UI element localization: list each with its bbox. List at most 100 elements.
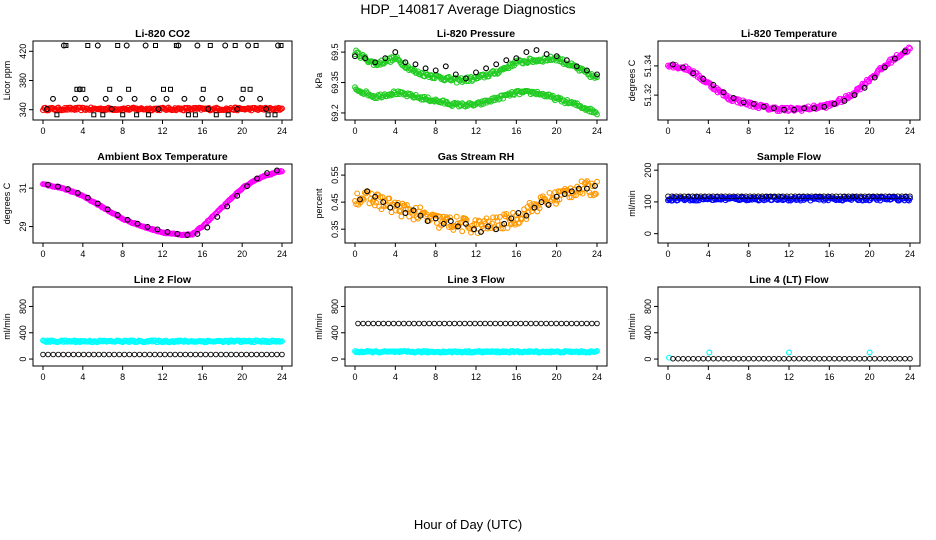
data-point [274,167,280,174]
data-point [553,193,560,200]
chart-panel-4: Ambient Box Temperature 0 4 8 12 16 20 24 29 31 de… [2,151,293,259]
x-tick-label: 20 [552,249,562,259]
data-point [218,351,224,358]
x-tick-label: 8 [120,126,125,136]
data-point [394,201,401,208]
data-point [681,193,688,199]
data-point [775,193,782,199]
data-point [756,355,762,362]
data-point [120,112,126,118]
data-point [442,63,449,70]
data-point [811,105,818,112]
x-tick-label: 12 [784,372,794,382]
data-point [690,70,697,77]
data-point [759,193,766,199]
data-point [136,351,143,358]
x-tick-label: 4 [706,126,711,136]
plot-area [666,349,913,362]
data-point [279,105,285,112]
x-tick-label: 20 [865,372,875,382]
data-point [584,320,590,327]
data-point [670,61,676,68]
data-point [680,355,686,362]
data-point [811,355,817,362]
x-tick-label: 24 [277,126,287,136]
data-point [801,105,808,112]
data-point [766,355,772,362]
x-tick-label: 24 [277,372,287,382]
data-point [412,61,419,68]
data-point [791,106,797,113]
data-point [478,228,484,235]
data-point [224,203,231,210]
data-point [788,193,794,199]
data-point [225,112,231,118]
data-point [862,193,868,199]
data-point [743,193,749,199]
data-point [553,53,560,60]
y-tick-label: 29 [18,222,28,232]
data-point [70,351,77,358]
data-point [200,86,206,92]
data-point [50,95,56,102]
data-point [720,355,727,362]
data-point [126,351,133,358]
data-point [167,351,173,358]
data-point [106,351,112,358]
x-tick-label: 4 [393,249,398,259]
plot-area [665,193,913,204]
data-point [50,351,56,358]
data-point [447,214,453,221]
data-point [275,42,281,49]
data-point [153,43,158,48]
data-point [861,355,868,362]
data-point [770,105,777,112]
data-point [821,355,828,362]
data-point [523,49,530,56]
chart-panel-8: Line 3 Flow 0 4 8 12 16 20 24 0 400 800 ml/min [314,274,608,382]
data-point [705,355,712,362]
data-point [730,355,737,362]
x-tick-label: 0 [665,372,670,382]
page-title: HDP_140817 Average Diagnostics [360,1,576,17]
data-point [441,320,448,327]
data-point [545,201,552,208]
data-point [849,193,856,199]
chart-panel-2: Li-820 Pressure 0 4 8 12 16 20 24 69.2 69.35 69.5 k… [314,28,608,136]
data-point [406,320,412,327]
data-point [841,193,848,199]
x-tick-label: 24 [592,126,602,136]
data-point [890,193,897,199]
data-point [508,215,515,222]
x-tick-label: 12 [471,372,481,382]
data-point [380,203,387,210]
data-point [410,207,417,214]
data-point [851,92,858,99]
data-point [786,349,792,356]
data-point [740,355,747,362]
data-point [882,355,888,362]
x-tick-label: 16 [197,372,207,382]
data-point [375,320,382,327]
y-tick-label: 0.45 [330,193,340,211]
data-point [669,193,675,199]
data-point [45,351,51,358]
chart-title: Sample Flow [757,151,822,163]
data-point [594,320,600,327]
data-point [485,223,492,230]
x-axis: 0 4 8 12 16 20 24 [352,243,602,259]
x-tick-label: 0 [352,126,357,136]
series-squares [54,43,284,118]
y-tick-label: 0 [18,357,28,362]
data-point [685,355,691,362]
y-tick-label: 400 [330,325,340,340]
x-tick-label: 8 [746,372,751,382]
data-point [781,355,787,362]
data-point [584,178,591,185]
series-cyan [352,348,600,356]
data-point [380,320,387,327]
data-point [760,102,766,109]
data-point [483,65,490,72]
data-point [702,193,708,199]
data-point [821,103,828,110]
